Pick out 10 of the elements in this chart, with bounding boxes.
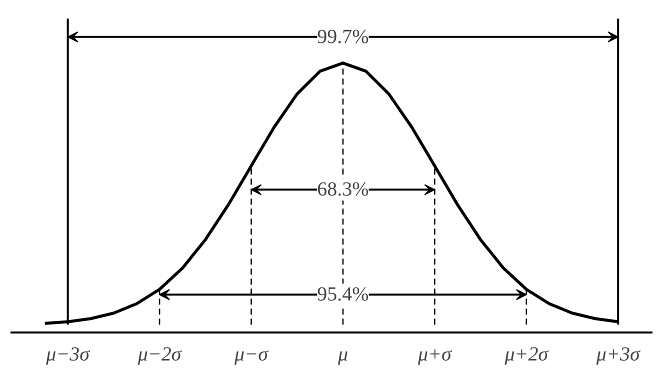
x-tick-label: μ: [336, 344, 348, 366]
annotation: 68.3%: [317, 178, 369, 201]
x-tick-label: μ+2σ: [504, 344, 550, 366]
x-tick-label: μ+σ: [416, 344, 453, 366]
x-tick-label: μ+3σ: [595, 344, 641, 366]
x-tick-label: μ−2σ: [136, 344, 182, 366]
x-tick-label: μ−3σ: [45, 344, 91, 366]
x-tick-label: μ−σ: [234, 344, 270, 366]
text: 99.7%: [317, 26, 369, 48]
annotation: 95.4%: [317, 284, 369, 306]
